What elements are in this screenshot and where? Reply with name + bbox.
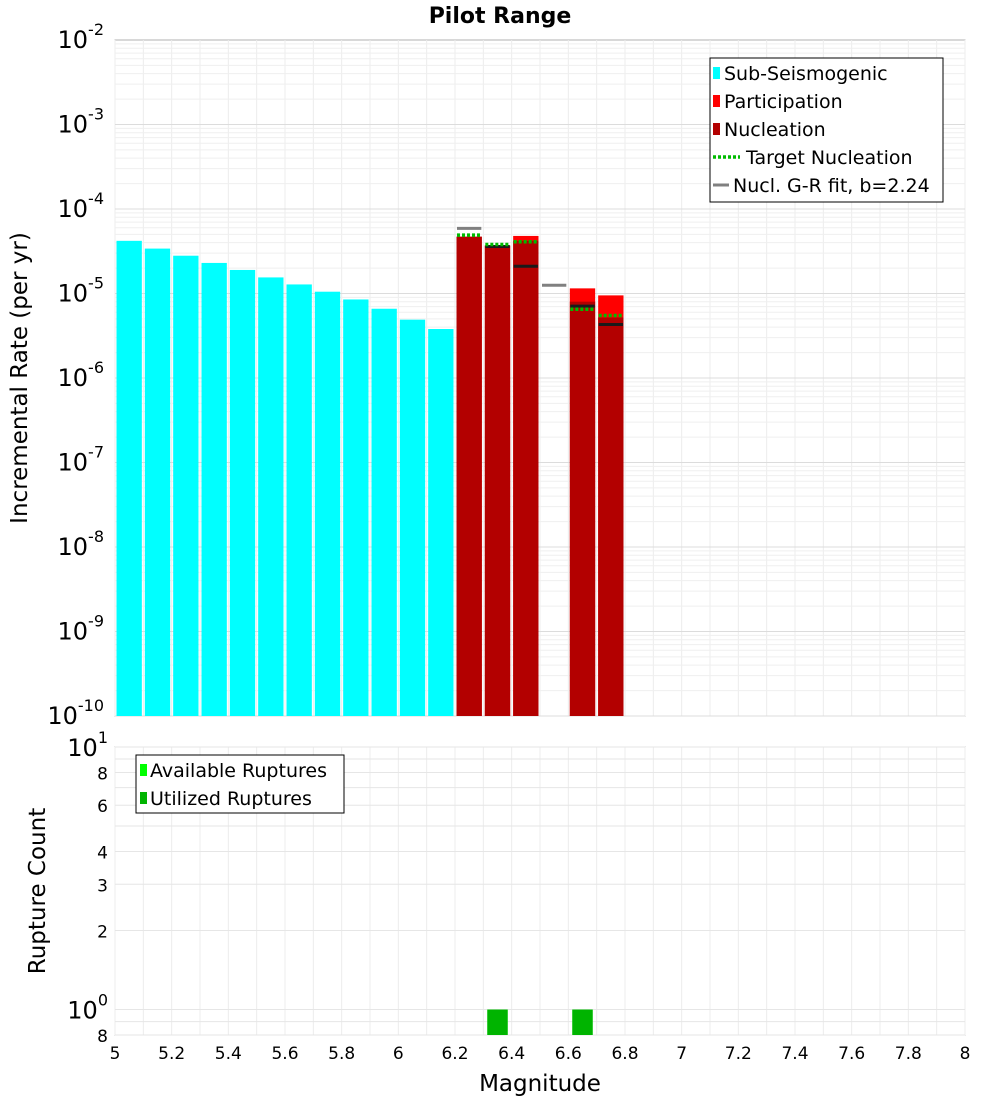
legend-label-available-ruptures: Available Ruptures xyxy=(150,760,327,782)
legend-swatch-participation xyxy=(713,95,720,107)
bar-sub-seismogenic xyxy=(371,308,397,716)
top-y-axis-label: Incremental Rate (per yr) xyxy=(7,232,33,524)
top-y-tick-label: 10-9 xyxy=(58,612,105,646)
x-tick-label: 6.2 xyxy=(441,1044,468,1064)
bar-sub-seismogenic xyxy=(399,319,426,716)
bottom-y-tick-label: 4 xyxy=(97,843,108,863)
bottom-y-axis-label: Rupture Count xyxy=(25,808,51,974)
bar-utilized-ruptures xyxy=(572,1009,593,1035)
bar-sub-seismogenic xyxy=(343,299,369,716)
bar-nucleation xyxy=(513,240,539,716)
bottom-y-tick-label: 2 xyxy=(97,923,108,943)
legend-swatch-available-ruptures xyxy=(140,764,147,776)
bottom-y-tick-label: 8 xyxy=(97,1027,108,1047)
bar-sub-seismogenic xyxy=(116,240,142,716)
legend-label-utilized-ruptures: Utilized Ruptures xyxy=(150,788,312,810)
bottom-x-tick-labels: 5 5.2 5.4 5.6 5.8 6 6.2 6.4 6.6 6.8 7 7.2 7.4 7.6 7.8 8 xyxy=(110,1044,971,1064)
x-tick-label: 6.8 xyxy=(611,1044,638,1064)
top-y-tick-label: 10-10 xyxy=(47,696,104,730)
bottom-grid xyxy=(114,746,966,1036)
bar-sub-seismogenic xyxy=(173,255,199,716)
bar-nucleation xyxy=(456,236,482,716)
x-tick-label: 6.6 xyxy=(555,1044,582,1064)
bottom-bars xyxy=(487,1009,593,1035)
bottom-legend: Available Ruptures Utilized Ruptures xyxy=(135,754,345,814)
x-tick-label: 7.4 xyxy=(781,1044,808,1064)
bottom-y-tick-label: 8 xyxy=(97,764,108,784)
top-y-tick-label: 10-6 xyxy=(58,358,105,392)
top-bars xyxy=(116,235,624,717)
legend-label-participation: Participation xyxy=(724,91,843,113)
x-tick-label: 5.8 xyxy=(328,1044,355,1064)
top-y-tick-labels: 10-2 10-3 10-4 10-5 10-6 10-7 10-8 10-9 10-10 xyxy=(47,20,104,730)
legend-swatch-sub-seismogenic xyxy=(713,67,720,79)
bar-sub-seismogenic xyxy=(314,291,341,716)
bar-sub-seismogenic xyxy=(229,269,256,716)
legend-label-sub-seismogenic: Sub-Seismogenic xyxy=(724,63,888,85)
x-tick-label: 8 xyxy=(960,1044,971,1064)
x-tick-label: 5.4 xyxy=(215,1044,242,1064)
x-tick-label: 5.6 xyxy=(271,1044,298,1064)
bar-utilized-ruptures xyxy=(487,1009,508,1035)
bar-sub-seismogenic xyxy=(428,329,454,716)
chart-title: Pilot Range xyxy=(429,4,572,29)
x-tick-label: 6 xyxy=(393,1044,404,1064)
x-tick-label: 5 xyxy=(110,1044,121,1064)
top-y-tick-label: 10-7 xyxy=(58,443,105,477)
x-axis-label: Magnitude xyxy=(479,1071,601,1097)
x-tick-label: 5.2 xyxy=(158,1044,185,1064)
top-y-tick-label: 10-5 xyxy=(58,274,105,308)
bar-sub-seismogenic xyxy=(258,277,284,716)
bottom-legend-box xyxy=(135,754,345,814)
bar-sub-seismogenic xyxy=(286,284,312,716)
bar-nucleation xyxy=(598,317,624,716)
bottom-y-tick-label: 3 xyxy=(97,876,108,896)
x-tick-label: 7.6 xyxy=(838,1044,865,1064)
x-tick-label: 7.2 xyxy=(725,1044,752,1064)
x-tick-label: 7 xyxy=(676,1044,687,1064)
top-lines xyxy=(457,226,623,326)
x-tick-label: 6.4 xyxy=(498,1044,525,1064)
top-legend: Sub-Seismogenic Participation Nucleation… xyxy=(709,57,944,203)
legend-swatch-utilized-ruptures xyxy=(140,792,147,804)
bottom-y-tick-label: 6 xyxy=(97,797,108,817)
top-y-tick-label: 10-8 xyxy=(58,527,105,561)
legend-label-gr-fit: Nucl. G-R fit, b=2.24 xyxy=(733,175,930,197)
bottom-y-tick-label: 101 xyxy=(67,728,108,762)
bar-nucleation xyxy=(569,301,596,716)
legend-label-nucleation: Nucleation xyxy=(724,119,826,141)
top-y-tick-label: 10-3 xyxy=(58,105,105,139)
x-tick-label: 7.8 xyxy=(895,1044,922,1064)
top-y-tick-label: 10-2 xyxy=(58,20,105,54)
bar-nucleation xyxy=(484,245,511,717)
legend-swatch-nucleation xyxy=(713,123,720,135)
bottom-y-tick-label: 100 xyxy=(67,991,108,1025)
top-legend-box xyxy=(709,57,944,203)
bar-sub-seismogenic xyxy=(144,248,171,716)
bar-sub-seismogenic xyxy=(201,262,227,716)
top-y-tick-label: 10-4 xyxy=(58,189,105,223)
legend-label-target-nucleation: Target Nucleation xyxy=(745,147,913,169)
